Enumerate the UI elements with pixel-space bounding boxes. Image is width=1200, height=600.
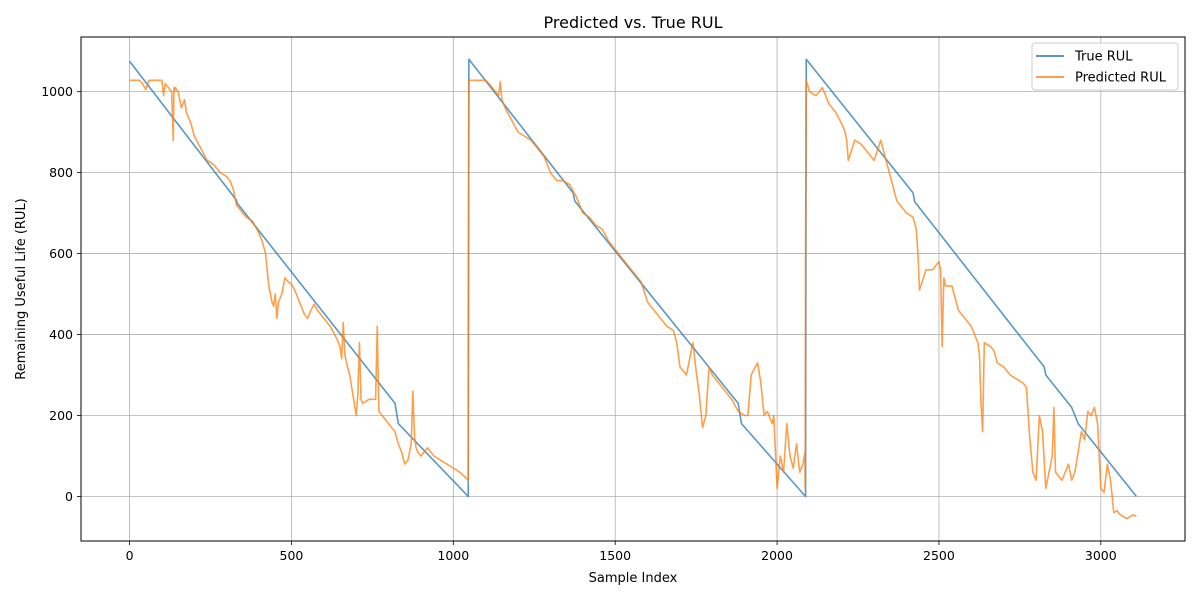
predicted-rul-line [129, 79, 1137, 520]
chart-title: Predicted vs. True RUL [544, 13, 723, 32]
y-tick-label: 600 [49, 246, 73, 261]
x-tick-label: 0 [126, 548, 134, 563]
legend-box [1031, 42, 1179, 91]
x-tick-label: 500 [280, 548, 304, 563]
y-tick-label: 1000 [41, 84, 73, 99]
x-axis-label: Sample Index [589, 571, 678, 586]
true-rul-line [128, 58, 1138, 498]
legend-label-predicted-rul: Predicted RUL [1075, 71, 1167, 86]
x-tick-label: 2000 [761, 548, 793, 563]
axis-ticks: 0 500 1000 1500 2000 2500 3000 0 200 400 600 800 100… [41, 84, 1117, 563]
x-tick-label: 2500 [923, 548, 955, 563]
x-tick-label: 3000 [1085, 548, 1117, 563]
y-axis-label: Remaining Useful Life (RUL) [14, 198, 29, 380]
plot-frame [80, 36, 1186, 542]
y-tick-label: 0 [65, 489, 73, 504]
x-tick-label: 1000 [437, 548, 469, 563]
legend: True RUL Predicted RUL [1031, 42, 1179, 91]
y-tick-label: 800 [49, 165, 73, 180]
series-lines [128, 58, 1138, 520]
x-tick-label: 1500 [599, 548, 631, 563]
legend-label-true-rul: True RUL [1074, 50, 1133, 65]
y-tick-label: 200 [49, 408, 73, 423]
y-tick-label: 400 [49, 327, 73, 342]
